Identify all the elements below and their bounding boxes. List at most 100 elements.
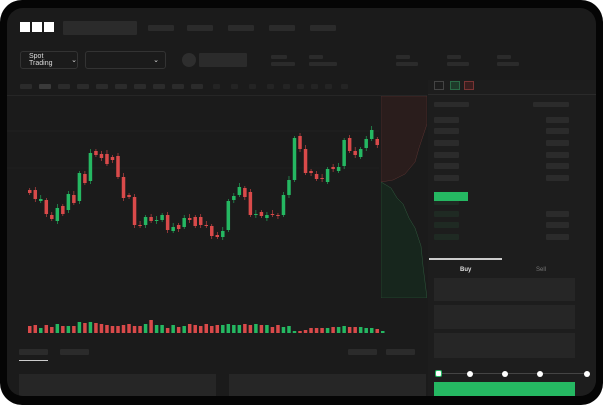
chart-tool-icon[interactable] — [341, 84, 348, 89]
candle — [88, 149, 93, 184]
timeframe-button[interactable] — [191, 84, 203, 89]
chart-tool-icon[interactable] — [325, 84, 332, 89]
order-amount — [546, 152, 569, 158]
candle — [121, 173, 126, 201]
candle — [287, 176, 291, 198]
chart-tool-icon[interactable] — [249, 84, 256, 89]
nav-item[interactable] — [228, 25, 254, 31]
volume-bar — [105, 325, 109, 333]
candle-body — [243, 188, 247, 197]
volume-bar — [33, 325, 38, 333]
slider-step-25[interactable] — [502, 371, 508, 377]
order-price — [434, 128, 459, 134]
candle-body — [325, 169, 330, 182]
volume-bar — [210, 326, 214, 333]
tab-buy[interactable]: Buy — [460, 267, 472, 273]
active-tab-indicator — [19, 360, 48, 361]
tab-open-orders[interactable] — [19, 349, 48, 355]
candlestick-chart[interactable] — [7, 96, 427, 341]
candle-body — [314, 174, 319, 179]
volume-bar — [28, 326, 32, 333]
price-input[interactable] — [434, 278, 575, 301]
slider-step-25[interactable] — [467, 371, 473, 377]
both-sides-view-icon[interactable] — [434, 81, 444, 90]
timeframe-button[interactable] — [20, 84, 32, 89]
candle-body — [215, 235, 220, 237]
chart-tool-icon[interactable] — [311, 84, 318, 89]
assets-panel — [229, 374, 426, 396]
timeframe-button[interactable] — [96, 84, 108, 89]
candle — [165, 212, 170, 233]
buy-submit-button[interactable] — [434, 382, 575, 396]
order-amount — [546, 175, 569, 181]
timeframe-button[interactable] — [39, 84, 51, 89]
total-input[interactable] — [434, 333, 575, 358]
candle-body — [149, 217, 153, 221]
slider-step-50[interactable] — [537, 371, 543, 377]
tab-sell[interactable]: Sell — [536, 267, 547, 273]
candle — [303, 145, 308, 175]
candle-body — [171, 227, 175, 231]
timeframe-button[interactable] — [153, 84, 165, 89]
volume-bar — [116, 326, 120, 333]
candle — [116, 153, 120, 179]
nav-item[interactable] — [148, 25, 174, 31]
volume-bar — [132, 326, 137, 333]
ask-depth-area — [381, 96, 427, 183]
orders-panel — [19, 374, 216, 396]
market-selector-label: Spot Trading — [29, 53, 53, 67]
candle-body — [110, 157, 115, 160]
pair-selector[interactable]: ⌄ — [85, 51, 166, 69]
candle-body — [237, 187, 242, 195]
nav-item[interactable] — [187, 25, 213, 31]
candle-body — [276, 215, 280, 216]
volume-bar — [182, 326, 186, 333]
amount-slider-handle[interactable] — [435, 370, 442, 377]
nav-item[interactable] — [269, 25, 295, 31]
candle — [66, 191, 71, 213]
candle — [243, 186, 247, 200]
chart-tool-icon[interactable] — [213, 84, 220, 89]
timeframe-button[interactable] — [134, 84, 146, 89]
volume-bar — [72, 326, 76, 333]
filter-button[interactable] — [348, 349, 377, 355]
chart-tool-icon[interactable] — [283, 84, 290, 89]
market-selector[interactable]: Spot Trading ⌄ — [20, 51, 78, 69]
candle — [232, 193, 236, 203]
chevron-down-icon: ⌄ — [71, 57, 77, 64]
order-price — [434, 152, 459, 158]
chart-tool-icon[interactable] — [231, 84, 238, 89]
bids-view-icon[interactable] — [450, 81, 460, 90]
amount-slider-track[interactable] — [438, 373, 588, 374]
divider — [428, 94, 596, 95]
order-amount — [546, 128, 569, 134]
timeframe-button[interactable] — [115, 84, 127, 89]
candle — [110, 155, 115, 163]
last-price-badge — [434, 192, 468, 201]
candle — [248, 189, 253, 217]
candle — [198, 214, 203, 228]
timeframe-button[interactable] — [172, 84, 184, 89]
candle-body — [331, 167, 335, 169]
tab-order-history[interactable] — [60, 349, 89, 355]
volume-bar — [287, 326, 291, 333]
candle — [342, 138, 346, 169]
timeframe-button[interactable] — [77, 84, 89, 89]
chart-tool-icon[interactable] — [267, 84, 274, 89]
volume-bar — [375, 329, 379, 333]
candle-body — [61, 206, 65, 214]
candle-body — [143, 217, 148, 225]
nav-item[interactable] — [310, 25, 336, 31]
candle — [364, 136, 368, 151]
timeframe-button[interactable] — [58, 84, 70, 89]
search-bar[interactable] — [63, 21, 137, 35]
candle — [132, 194, 137, 228]
asks-view-icon[interactable] — [464, 81, 474, 90]
amount-input[interactable] — [434, 305, 575, 329]
stat-value — [396, 62, 418, 66]
filter-button[interactable] — [386, 349, 415, 355]
slider-step-100[interactable] — [584, 371, 590, 377]
chart-tool-icon[interactable] — [297, 84, 304, 89]
volume-bar — [259, 325, 264, 333]
candle-body — [83, 174, 87, 183]
